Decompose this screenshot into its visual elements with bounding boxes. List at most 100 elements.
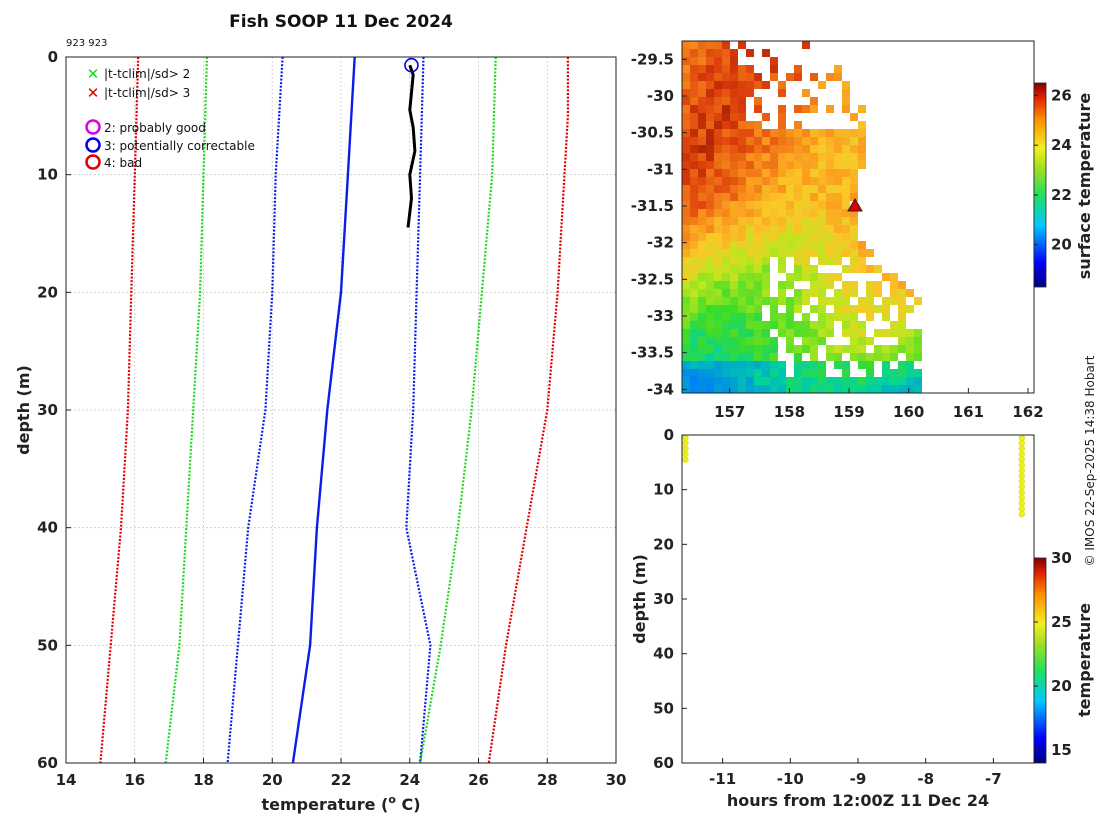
map-sst-cell xyxy=(826,313,834,321)
map-sst-cell xyxy=(746,281,754,289)
map-sst-cell xyxy=(714,249,722,257)
track-point xyxy=(682,440,689,447)
map-sst-cell xyxy=(842,145,850,153)
track-y-tick-label: 60 xyxy=(653,754,674,772)
legend-flag2-label: 2: probably good xyxy=(104,121,206,135)
map-sst-cell xyxy=(754,385,762,393)
map-sst-cell xyxy=(762,337,770,345)
map-sst-cell xyxy=(738,113,746,121)
map-sst-cell xyxy=(842,225,850,233)
map-sst-cell xyxy=(794,353,802,361)
map-sst-cell xyxy=(714,193,722,201)
profile-lines xyxy=(99,56,570,764)
map-sst-cell xyxy=(690,233,698,241)
map-sst-cell xyxy=(778,193,786,201)
map-sst-cell xyxy=(730,281,738,289)
map-sst-cell xyxy=(898,321,906,329)
track-point xyxy=(1018,434,1026,441)
map-sst-cell xyxy=(722,49,730,57)
map-sst-cell xyxy=(738,73,746,81)
track-y-tick-label: 30 xyxy=(653,590,674,608)
map-sst-cell xyxy=(810,105,818,113)
map-sst-cell xyxy=(698,121,706,129)
map-sst-cell xyxy=(882,385,890,393)
map-sst-cell xyxy=(698,241,706,249)
map-sst-cell xyxy=(810,217,818,225)
map-sst-cell xyxy=(810,97,818,105)
map-sst-cell xyxy=(690,321,698,329)
track-point xyxy=(1018,461,1026,469)
map-sst-cell xyxy=(866,265,874,273)
map-sst-cell xyxy=(754,233,762,241)
map-sst-cell xyxy=(778,233,786,241)
credit-text: © IMOS 22-Sep-2025 14:38 Hobart xyxy=(1083,355,1097,566)
map-sst-cell xyxy=(770,313,778,321)
map-sst-cell xyxy=(738,345,746,353)
map-sst-cell xyxy=(850,329,858,337)
map-sst-cell xyxy=(842,201,850,209)
map-sst-cell xyxy=(874,305,882,313)
map-sst-cell xyxy=(722,209,730,217)
map-sst-cell xyxy=(690,73,698,81)
map-sst-cell xyxy=(682,121,690,129)
map-sst-cell xyxy=(778,169,786,177)
map-sst-cell xyxy=(802,193,810,201)
track-y-tick-label: 10 xyxy=(653,481,674,499)
map-sst-cell xyxy=(818,313,826,321)
map-sst-cell xyxy=(698,385,706,393)
map-sst-cell xyxy=(890,289,898,297)
map-sst-cell xyxy=(778,121,786,129)
map-sst-cell xyxy=(682,41,690,49)
map-sst-cell xyxy=(906,305,914,313)
map-sst-cell xyxy=(682,241,690,249)
map-sst-cell xyxy=(810,377,818,385)
profile-y-tick-label: 0 xyxy=(48,48,58,66)
map-sst-cell xyxy=(906,337,914,345)
map-sst-cell xyxy=(818,169,826,177)
map-sst-cell xyxy=(698,377,706,385)
map-sst-cell xyxy=(882,353,890,361)
map-sst-cell xyxy=(810,249,818,257)
map-sst-cell xyxy=(730,249,738,257)
map-sst-cell xyxy=(914,369,922,377)
map-sst-cell xyxy=(690,201,698,209)
map-sst-cell xyxy=(858,305,866,313)
map-sst-cell xyxy=(770,201,778,209)
map-sst-cell xyxy=(794,377,802,385)
map-sst-cell xyxy=(706,41,714,49)
map-sst-cell xyxy=(818,321,826,329)
map-sst-cell xyxy=(722,145,730,153)
map-sst-cell xyxy=(738,265,746,273)
map-sst-cell xyxy=(730,121,738,129)
map-sst-cell xyxy=(698,361,706,369)
map-sst-cell xyxy=(770,353,778,361)
map-sst-cell xyxy=(682,321,690,329)
map-y-tick-label: -30.5 xyxy=(631,124,674,142)
map-sst-cell xyxy=(682,137,690,145)
map-sst-cell xyxy=(810,169,818,177)
map-sst-cell xyxy=(690,177,698,185)
map-sst-cell xyxy=(754,225,762,233)
map-sst-cell xyxy=(746,177,754,185)
map-sst-cell xyxy=(770,185,778,193)
map-sst-cell xyxy=(722,345,730,353)
map-sst-cell xyxy=(826,353,834,361)
map-sst-cell xyxy=(890,385,898,393)
track-colorbar-label: temperature xyxy=(1075,603,1094,717)
map-sst-cell xyxy=(802,145,810,153)
map-sst-cell xyxy=(842,297,850,305)
map-y-tick-label: -34 xyxy=(647,380,674,398)
map-sst-cell xyxy=(818,209,826,217)
track-colorbar-tick-label: 30 xyxy=(1051,549,1072,567)
map-sst-cell xyxy=(698,137,706,145)
map-sst-cell xyxy=(714,345,722,353)
map-sst-cell xyxy=(682,233,690,241)
map-sst-cell xyxy=(770,169,778,177)
map-sst-cell xyxy=(754,177,762,185)
map-sst-cell xyxy=(842,345,850,353)
track-colorbar xyxy=(1033,557,1047,764)
map-sst-cell xyxy=(690,153,698,161)
map-sst-cell xyxy=(754,169,762,177)
map-sst-cell xyxy=(730,345,738,353)
map-sst-cell xyxy=(858,249,866,257)
